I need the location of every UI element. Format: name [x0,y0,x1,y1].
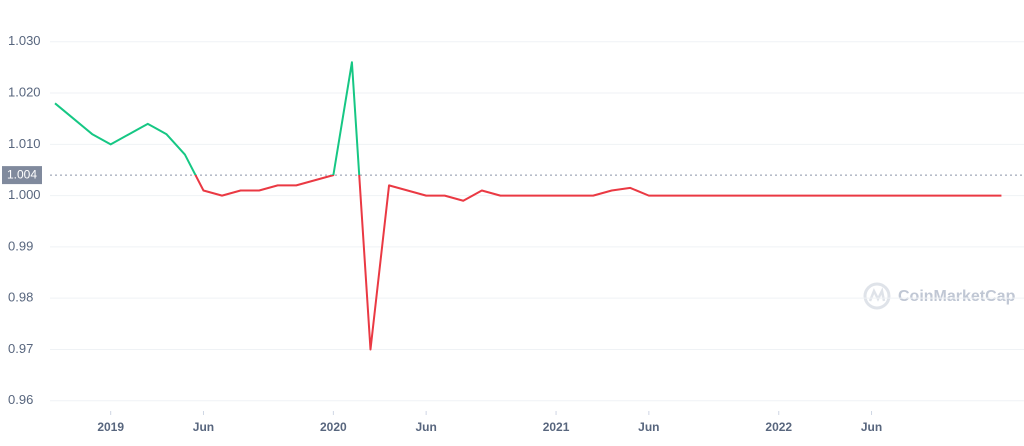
y-tick-label: 1.030 [8,33,41,48]
x-tick-label: Jun [415,420,436,434]
y-tick-label: 1.000 [8,187,41,202]
y-tick-label: 0.96 [8,392,33,407]
baseline-label-box [2,166,42,185]
baseline-label: 1.004 [7,167,37,181]
y-tick-label: 0.99 [8,238,33,253]
x-tick-label: 2021 [543,420,570,434]
y-tick-label: 0.98 [8,290,33,305]
x-tick-label: 2020 [320,420,347,434]
x-tick-label: 2019 [97,420,124,434]
x-tick-label: Jun [861,420,882,434]
x-tick-label: Jun [638,420,659,434]
y-tick-label: 0.97 [8,341,33,356]
x-tick-label: 2022 [765,420,792,434]
y-tick-label: 1.010 [8,136,41,151]
y-tick-label: 1.020 [8,84,41,99]
watermark: CoinMarketCap [898,288,1016,305]
watermark-logo [863,282,891,310]
x-tick-label: Jun [193,420,214,434]
price-line [54,61,1002,351]
